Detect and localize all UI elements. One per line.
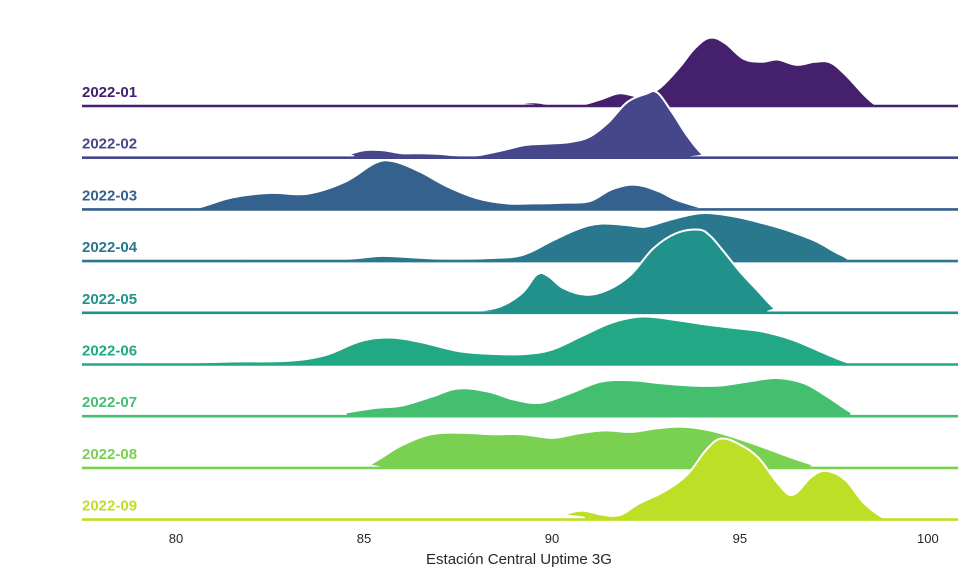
x-tick-label-100: 100: [917, 531, 939, 546]
ridge-area-2022-07: [82, 377, 958, 417]
x-tick-label-80: 80: [169, 531, 183, 546]
ridge-outline-2022-06: [82, 315, 958, 366]
row-label-2022-07: 2022-07: [82, 394, 137, 411]
row-label-2022-09: 2022-09: [82, 498, 137, 515]
ridge-area-2022-08: [82, 426, 958, 468]
ridge-2022-05: [82, 228, 958, 315]
ridge-area-2022-03: [82, 160, 958, 210]
row-labels: 2022-01 2022-02 2022-03 2022-04 2022-05 2022-…: [82, 84, 138, 515]
ridge-2022-08: [82, 425, 958, 470]
x-axis-label: Estación Central Uptime 3G: [426, 551, 612, 568]
ridge-2022-07: [82, 376, 958, 418]
x-tick-label-90: 90: [545, 531, 559, 546]
ridge-outline-2022-03: [82, 159, 958, 211]
ridge-area-2022-09: [82, 438, 958, 520]
ridges: [81, 36, 958, 521]
ridge-outline-2022-02: [81, 89, 958, 159]
x-tick-label-95: 95: [733, 531, 747, 546]
ridge-outline-2022-08: [82, 425, 958, 469]
ridge-area-2022-06: [82, 316, 958, 365]
row-label-2022-03: 2022-03: [82, 187, 137, 204]
x-tick-label-85: 85: [357, 531, 371, 546]
row-label-2022-04: 2022-04: [82, 239, 138, 256]
ridge-area-2022-04: [82, 213, 958, 262]
row-label-2022-06: 2022-06: [82, 343, 137, 360]
ridge-outline-2022-09: [82, 437, 958, 521]
ridge-outline-2022-07: [82, 376, 958, 418]
row-label-2022-01: 2022-01: [82, 84, 137, 101]
ridge-2022-03: [82, 159, 958, 211]
ridge-2022-04: [82, 212, 958, 263]
ridge-2022-06: [82, 315, 958, 366]
ridge-area-2022-05: [82, 229, 958, 313]
ridge-2022-09: [82, 437, 958, 521]
row-label-2022-02: 2022-02: [82, 136, 137, 153]
row-label-2022-05: 2022-05: [82, 291, 137, 308]
ridge-outline-2022-05: [82, 228, 958, 314]
ridge-2022-01: [82, 36, 958, 108]
ridge-outline-2022-01: [82, 36, 958, 108]
x-axis-ticks: 80 85 90 95 100: [169, 531, 939, 546]
row-label-2022-08: 2022-08: [82, 446, 137, 463]
ridge-2022-02: [81, 89, 958, 159]
ridge-area-2022-01: [82, 37, 958, 106]
